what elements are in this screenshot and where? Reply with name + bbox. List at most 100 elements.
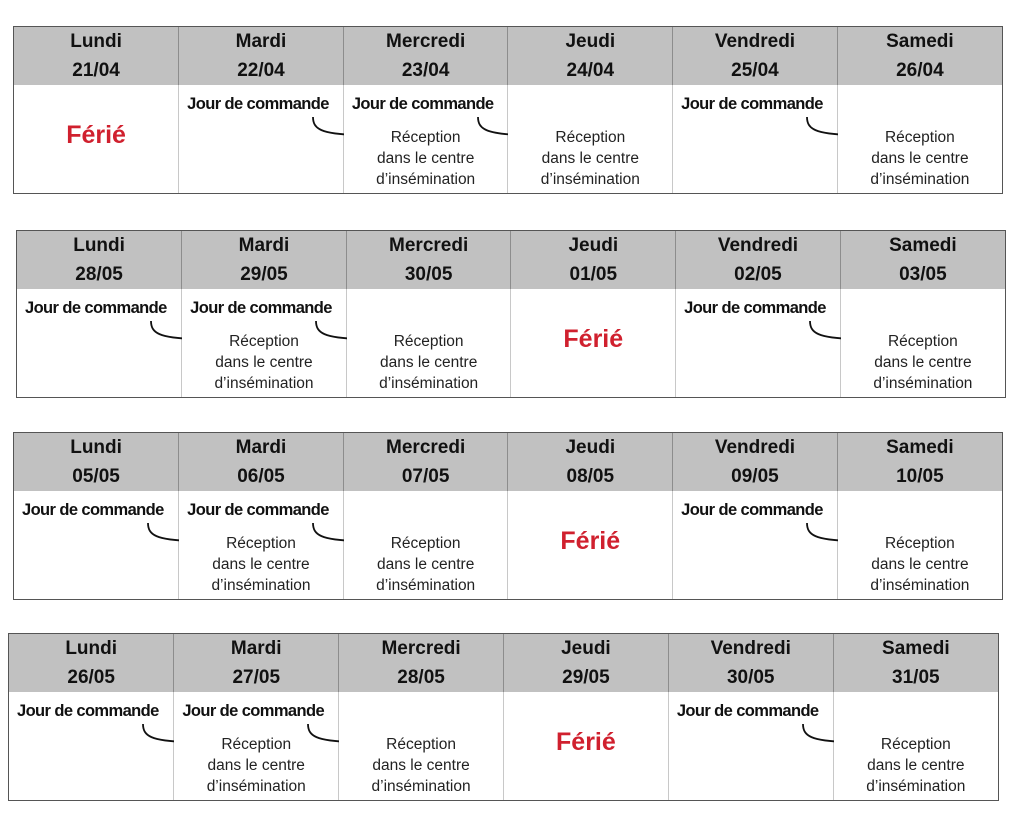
day-name: Vendredi: [717, 235, 799, 256]
reception-label: Réception dans le centre d’insémination: [347, 331, 511, 394]
reception-line: dans le centre: [874, 354, 972, 371]
day-cell-lundi: Jour de commande: [17, 289, 203, 397]
day-cell-jeudi: Férié: [510, 289, 676, 397]
reception-label: Réception dans le centre d’insémination: [508, 127, 672, 190]
day-name: Jeudi: [565, 31, 616, 52]
order-day-label: Jour de commande: [187, 501, 329, 519]
reception-line: Réception: [884, 535, 955, 552]
day-name: Lundi: [65, 638, 118, 659]
reception-line: dans le centre: [376, 556, 475, 573]
reception-line: dans le centre: [871, 150, 969, 167]
order-day-label: Jour de commande: [190, 299, 332, 317]
week-3: Lundi 05/05 Mardi 06/05 Mercredi 07/05 Jeudi 08…: [13, 432, 1003, 600]
day-header-mardi: Mardi 29/05: [181, 231, 347, 289]
order-day-label: Jour de commande: [187, 95, 329, 113]
day-name: Lundi: [70, 437, 122, 458]
reception-line: dans le centre: [379, 354, 478, 371]
day-header-lundi: Lundi 21/04: [14, 27, 179, 85]
day-date: 22/04: [237, 60, 285, 81]
reception-label: Réception dans le centre d’insémination: [174, 734, 338, 797]
order-day-label: Jour de commande: [25, 299, 167, 317]
day-date: 06/05: [237, 466, 285, 487]
day-name: Mercredi: [389, 235, 469, 256]
reception-line: d’insémination: [540, 171, 640, 188]
day-cell-samedi: Réception dans le centre d’insémination: [832, 692, 998, 800]
day-name: Mercredi: [386, 31, 466, 52]
day-cell-lundi: Jour de commande: [14, 491, 200, 599]
day-cell-mercredi: Réception dans le centre d’insémination: [345, 289, 511, 397]
day-date: 25/04: [731, 60, 779, 81]
order-day-label: Jour de commande: [17, 702, 159, 720]
day-name: Vendredi: [714, 31, 796, 52]
reception-line: d’insémination: [211, 577, 311, 594]
day-header-lundi: Lundi 26/05: [9, 634, 174, 692]
reception-label: Réception dans le centre d’insémination: [179, 533, 343, 596]
reception-line: Réception: [386, 736, 456, 753]
day-name: Lundi: [73, 235, 125, 256]
holiday-label: Férié: [563, 325, 624, 353]
reception-line: d’insémination: [371, 778, 471, 795]
day-cell-mardi: Jour de commande: [178, 85, 366, 193]
day-header-vendredi: Vendredi 02/05: [675, 231, 841, 289]
day-name: Vendredi: [710, 638, 791, 659]
day-date: 26/05: [67, 667, 115, 688]
day-cell-mercredi: Réception dans le centre d’insémination: [338, 692, 504, 800]
day-cell-mercredi: Réception dans le centre d’insémination: [342, 491, 508, 599]
day-cell-mardi: Jour de commande Réception dans le centre d…: [173, 692, 361, 800]
day-header-jeudi: Jeudi 24/04: [507, 27, 673, 85]
reception-line: d’insémination: [873, 375, 973, 392]
reception-line: d’insémination: [379, 375, 479, 392]
day-header-vendredi: Vendredi 25/04: [672, 27, 838, 85]
day-cell-jeudi: Réception dans le centre d’insémination: [507, 85, 673, 193]
day-cell-vendredi: Jour de commande: [675, 289, 863, 397]
day-cell-samedi: Réception dans le centre d’insémination: [836, 85, 1002, 193]
day-date: 24/04: [566, 60, 615, 81]
day-header-mardi: Mardi 06/05: [178, 433, 344, 491]
reception-line: d’insémination: [376, 577, 476, 594]
reception-line: dans le centre: [215, 354, 313, 371]
reception-line: dans le centre: [376, 150, 475, 167]
reception-line: Réception: [221, 736, 292, 753]
order-day-label: Jour de commande: [676, 702, 819, 720]
reception-line: Réception: [390, 129, 461, 146]
day-cell-vendredi: Jour de commande: [667, 692, 855, 800]
reception-label: Réception dans le centre d’insémination: [182, 331, 346, 394]
reception-line: d’insémination: [376, 171, 476, 188]
week-table: Lundi 21/04 Mardi 22/04 Mercredi 23/04 Jeudi 24…: [14, 27, 1002, 193]
day-date: 29/05: [240, 264, 288, 285]
day-cell-mercredi: Jour de commande Réception dans le centre d…: [342, 85, 530, 193]
day-name: Mercredi: [386, 437, 466, 458]
day-name: Lundi: [70, 31, 122, 52]
reception-line: d’insémination: [870, 577, 970, 594]
day-date: 28/05: [397, 667, 445, 688]
reception-line: Réception: [390, 535, 461, 552]
reception-label: Réception dans le centre d’insémination: [838, 127, 1002, 190]
order-day-label: Jour de commande: [681, 95, 823, 113]
day-date: 10/05: [896, 466, 944, 487]
day-date: 02/05: [734, 264, 782, 285]
day-header-samedi: Samedi 31/05: [832, 634, 998, 692]
day-date: 23/04: [401, 60, 450, 81]
reception-line: Réception: [226, 535, 296, 552]
week-table: Lundi 05/05 Mardi 06/05 Mercredi 07/05 Jeudi 08…: [14, 433, 1002, 599]
day-header-lundi: Lundi 05/05: [14, 433, 179, 491]
day-date: 09/05: [731, 466, 779, 487]
order-day-label: Jour de commande: [681, 501, 823, 519]
day-cell-mardi: Jour de commande Réception dans le centre d…: [178, 491, 366, 599]
day-cell-samedi: Réception dans le centre d’insémination: [836, 491, 1002, 599]
week-table: Lundi 26/05 Mardi 27/05 Mercredi 28/05 Jeudi 29…: [9, 634, 998, 800]
day-header-jeudi: Jeudi 29/05: [502, 634, 669, 692]
day-header-mercredi: Mercredi 28/05: [338, 634, 504, 692]
day-header-samedi: Samedi 26/04: [836, 27, 1002, 85]
day-date: 29/05: [562, 667, 610, 688]
reception-label: Réception dans le centre d’insémination: [344, 533, 508, 596]
day-header-jeudi: Jeudi 08/05: [507, 433, 673, 491]
day-name: Samedi: [886, 437, 954, 458]
day-date: 30/05: [404, 264, 453, 285]
reception-line: d’insémination: [214, 375, 314, 392]
day-name: Mardi: [235, 437, 287, 458]
day-header-mercredi: Mercredi 23/04: [342, 27, 508, 85]
reception-line: dans le centre: [867, 757, 965, 774]
reception-line: Réception: [887, 333, 958, 350]
day-header-vendredi: Vendredi 09/05: [672, 433, 838, 491]
